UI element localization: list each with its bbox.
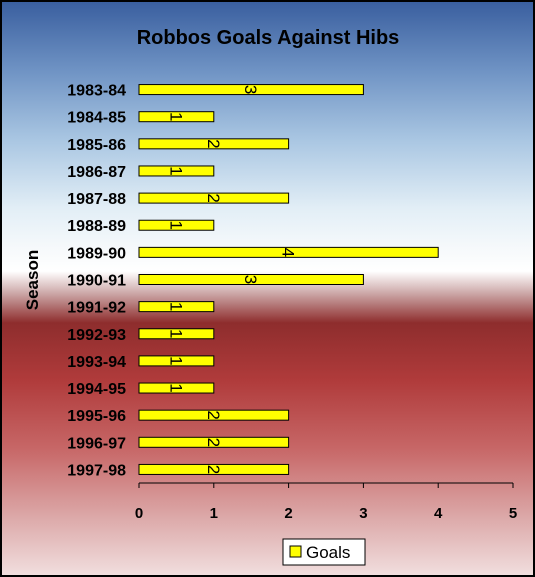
bar-1983-84 (138, 84, 364, 96)
category-label: 1986-87 (67, 164, 126, 181)
bar-1991-92 (138, 301, 215, 313)
bar-1994-95 (138, 382, 215, 394)
y-axis-title: Season (23, 250, 42, 310)
bar-1987-88 (138, 192, 290, 204)
data-labels: 3 1 2 1 2 1 4 3 1 1 1 1 2 2 2 (166, 85, 297, 474)
bar-1989-90 (138, 246, 439, 258)
category-label: 1984-85 (67, 110, 126, 127)
category-label: 1991-92 (67, 300, 126, 317)
category-label: 1996-97 (67, 435, 126, 452)
category-label: 1988-89 (67, 218, 126, 235)
x-tick-label: 1 (210, 505, 218, 522)
data-label: 2 (204, 193, 223, 202)
data-label: 1 (166, 383, 185, 392)
category-label: 1992-93 (67, 327, 126, 344)
data-label: 4 (279, 248, 298, 257)
data-label: 3 (241, 85, 260, 94)
data-label: 1 (166, 329, 185, 338)
category-label: 1995-96 (67, 408, 126, 425)
x-tick-label: 0 (135, 505, 143, 522)
data-label: 1 (166, 356, 185, 365)
bar-1995-96 (138, 409, 290, 421)
category-label: 1993-94 (67, 354, 126, 371)
category-label: 1990-91 (67, 273, 126, 290)
data-label: 2 (204, 438, 223, 447)
bar-1996-97 (138, 436, 290, 448)
x-tick-label: 2 (284, 505, 292, 522)
x-axis-ticks: 0 1 2 3 4 5 (135, 483, 517, 522)
bar-1985-86 (138, 138, 290, 150)
data-label: 3 (241, 275, 260, 284)
bar-1997-98 (138, 463, 290, 475)
bar-1988-89 (138, 219, 215, 231)
bar-1986-87 (138, 165, 215, 177)
chart-title: Robbos Goals Against Hibs (137, 27, 400, 49)
bar-1992-93 (138, 328, 215, 340)
data-label: 1 (166, 302, 185, 311)
category-label: 1985-86 (67, 137, 126, 154)
bar-1990-91 (138, 274, 364, 285)
category-label: 1994-95 (67, 381, 126, 398)
data-label: 1 (166, 166, 185, 175)
x-tick-label: 4 (434, 505, 443, 522)
bar-1993-94 (138, 355, 215, 367)
category-label: 1983-84 (67, 83, 126, 100)
data-label: 1 (166, 220, 185, 229)
data-label: 2 (204, 139, 223, 148)
category-label: 1989-90 (67, 245, 126, 262)
data-label: 2 (204, 465, 223, 474)
x-tick-label: 3 (359, 505, 367, 522)
legend: Goals (282, 538, 366, 566)
data-label: 2 (204, 410, 223, 419)
data-label: 1 (166, 112, 185, 121)
category-label: 1987-88 (67, 191, 126, 208)
bars-layer (138, 84, 439, 475)
bar-1984-85 (138, 111, 215, 123)
category-labels: 1983-84 1984-85 1985-86 1986-87 1987-88 1988-… (67, 83, 126, 480)
x-tick-label: 5 (509, 505, 517, 522)
legend-label: Goals (306, 543, 350, 562)
category-label: 1997-98 (67, 462, 126, 479)
legend-swatch (289, 545, 302, 558)
